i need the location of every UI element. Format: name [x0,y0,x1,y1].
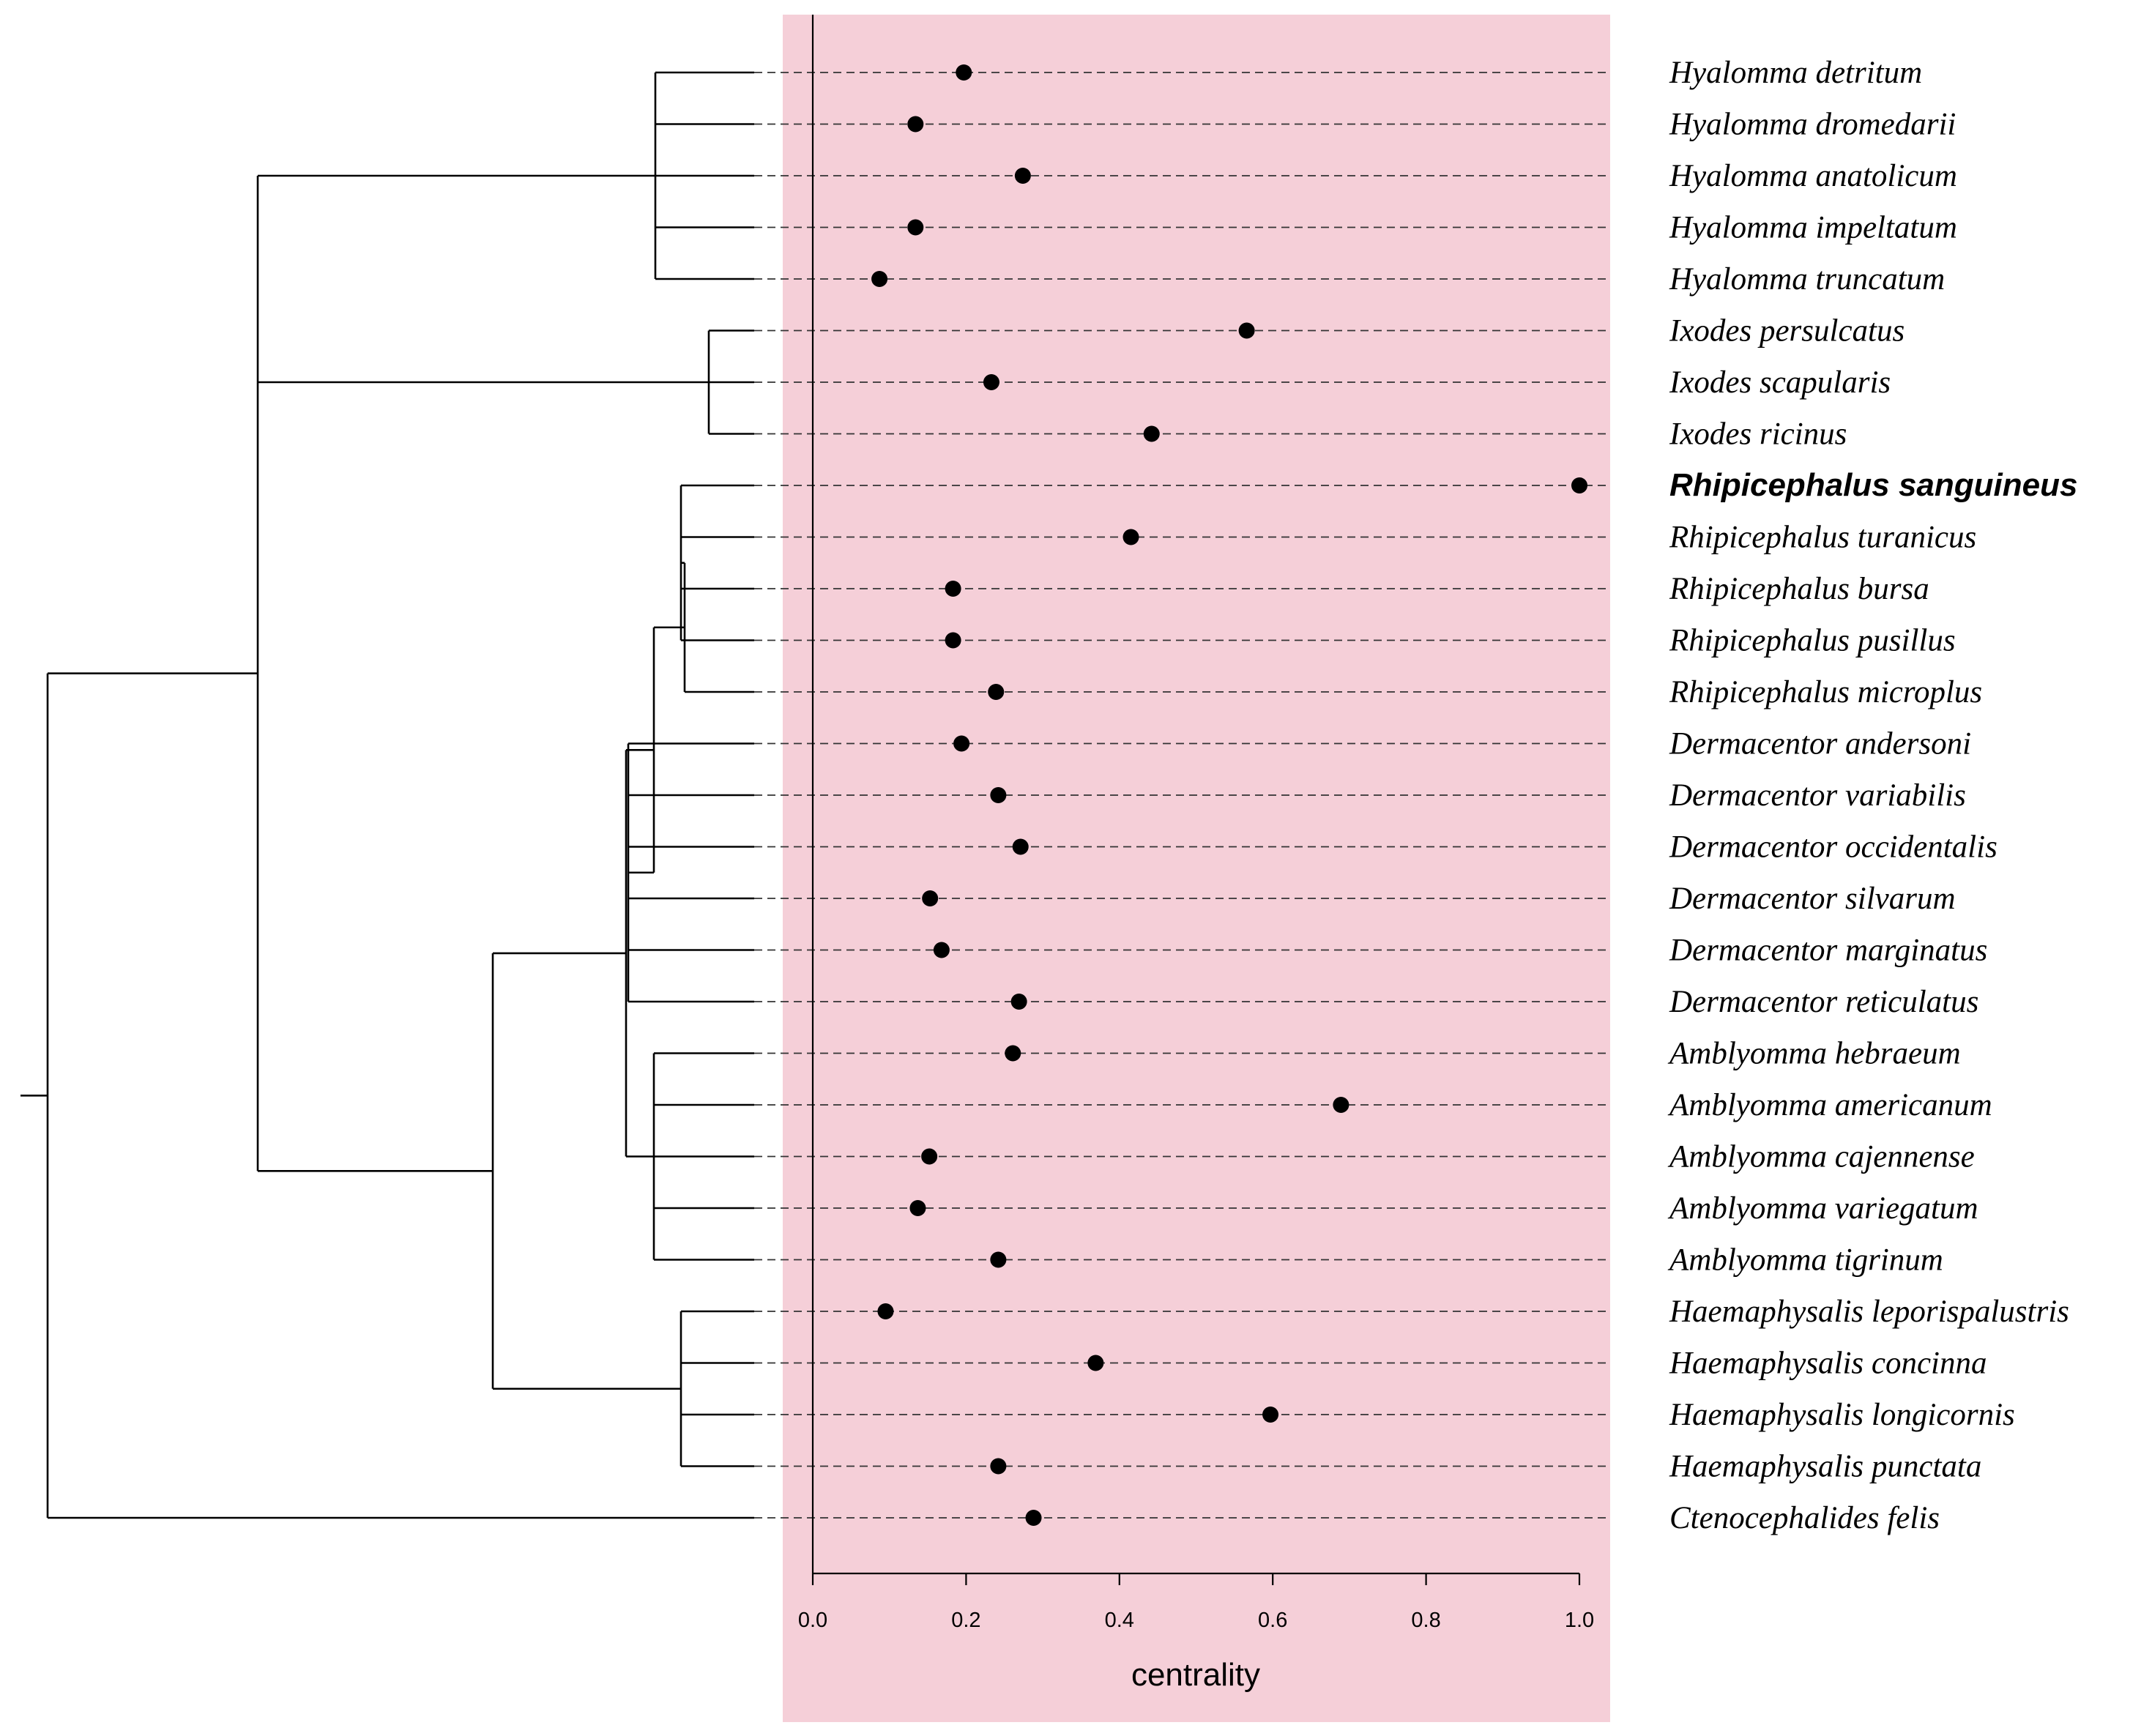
point-haemaphysalis-longicornis [1262,1407,1279,1423]
point-rhipicephalus-turanicus [1122,529,1139,545]
point-haemaphysalis-concinna [1087,1355,1104,1371]
species-label-hyalomma-truncatum: Hyalomma truncatum [1669,262,1945,297]
dashed-guide-lines [754,72,1609,1519]
x-tick-label-0.4: 0.4 [1105,1609,1134,1632]
point-dermacentor-variabilis [990,787,1007,803]
species-label-dermacentor-marginatus: Dermacentor marginatus [1669,934,1987,968]
species-label-hyalomma-anatolicum: Hyalomma anatolicum [1669,159,1957,193]
species-label-hyalomma-detritum: Hyalomma detritum [1669,56,1922,90]
x-tick-label-0.8: 0.8 [1411,1609,1440,1632]
species-label-haemaphysalis-leporispalustris: Haemaphysalis leporispalustris [1669,1294,2069,1329]
species-label-rhipicephalus-bursa: Rhipicephalus bursa [1669,572,1929,606]
point-ixodes-ricinus [1143,425,1160,442]
x-tick-label-0.2: 0.2 [951,1609,980,1632]
species-label-amblyomma-americanum: Amblyomma americanum [1667,1088,1992,1122]
point-rhipicephalus-sanguineus [1571,477,1587,493]
point-dermacentor-occidentalis [1012,838,1029,855]
species-label-dermacentor-occidentalis: Dermacentor occidentalis [1669,830,1998,865]
species-label-rhipicephalus-pusillus: Rhipicephalus pusillus [1669,624,1956,658]
point-hyalomma-detritum [956,64,972,81]
point-ixodes-scapularis [983,374,999,390]
x-axis-label: centrality [1131,1657,1260,1693]
point-haemaphysalis-leporispalustris [877,1303,894,1319]
species-label-haemaphysalis-punctata: Haemaphysalis punctata [1669,1450,1981,1484]
phylogenetic-tree [21,71,754,1519]
species-label-dermacentor-variabilis: Dermacentor variabilis [1669,778,1966,813]
species-label-rhipicephalus-microplus: Rhipicephalus microplus [1669,675,1982,709]
species-label-amblyomma-tigrinum: Amblyomma tigrinum [1667,1243,1943,1278]
species-label-ixodes-persulcatus: Ixodes persulcatus [1669,314,1905,349]
point-rhipicephalus-pusillus [945,632,961,649]
point-amblyomma-cajennense [921,1148,938,1165]
point-ctenocephalides-felis [1025,1510,1042,1526]
point-hyalomma-impeltatum [907,219,924,236]
x-tick-label-0.0: 0.0 [798,1609,827,1632]
point-amblyomma-americanum [1333,1097,1349,1113]
species-label-ixodes-scapularis: Ixodes scapularis [1669,365,1891,400]
species-label-haemaphysalis-longicornis: Haemaphysalis longicornis [1669,1398,2015,1432]
species-label-dermacentor-silvarum: Dermacentor silvarum [1669,882,1956,916]
point-hyalomma-anatolicum [1014,168,1031,184]
species-label-haemaphysalis-concinna: Haemaphysalis concinna [1669,1346,1987,1381]
point-rhipicephalus-microplus [988,684,1005,700]
x-tick-label-1.0: 1.0 [1565,1609,1594,1632]
species-label-rhipicephalus-turanicus: Rhipicephalus turanicus [1669,521,1976,555]
species-label-hyalomma-impeltatum: Hyalomma impeltatum [1669,211,1957,245]
centrality-points [871,64,1587,1526]
point-dermacentor-silvarum [922,890,939,906]
point-rhipicephalus-bursa [945,581,961,597]
x-tick-label-0.6: 0.6 [1258,1609,1287,1632]
species-label-dermacentor-reticulatus: Dermacentor reticulatus [1669,985,1978,1019]
species-label-amblyomma-variegatum: Amblyomma variegatum [1667,1191,1978,1226]
point-dermacentor-andersoni [953,735,970,752]
point-dermacentor-reticulatus [1010,994,1027,1010]
species-label-rhipicephalus-sanguineus: Rhipicephalus sanguineus [1669,467,2077,503]
point-dermacentor-marginatus [933,942,950,958]
point-amblyomma-variegatum [909,1200,926,1216]
point-hyalomma-truncatum [871,271,888,287]
point-hyalomma-dromedarii [907,116,924,133]
point-amblyomma-hebraeum [1005,1045,1021,1062]
point-amblyomma-tigrinum [990,1251,1007,1268]
species-label-amblyomma-hebraeum: Amblyomma hebraeum [1667,1037,1961,1071]
species-label-hyalomma-dromedarii: Hyalomma dromedarii [1669,108,1956,142]
point-haemaphysalis-punctata [990,1458,1007,1475]
plot-panel [783,15,1610,1722]
point-ixodes-persulcatus [1238,322,1255,339]
species-label-dermacentor-andersoni: Dermacentor andersoni [1669,727,1971,761]
species-label-amblyomma-cajennense: Amblyomma cajennense [1667,1140,1975,1174]
species-label-ctenocephalides-felis: Ctenocephalides felis [1669,1501,1940,1535]
x-axis-ticks: 0.0 0.2 0.4 0.6 0.8 1.0 [798,1573,1594,1632]
species-labels: Hyalomma detritum Hyalomma dromedarii Hyal… [1667,56,2077,1535]
species-label-ixodes-ricinus: Ixodes ricinus [1669,417,1847,452]
